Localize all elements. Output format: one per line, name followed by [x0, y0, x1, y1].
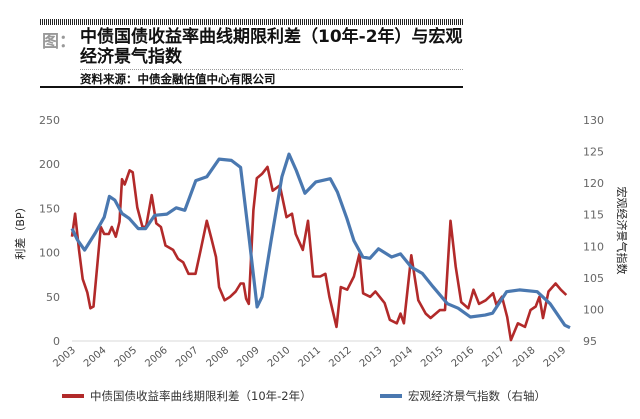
- y-axis-label: 利差（BP）: [13, 201, 27, 259]
- figure-label: 图：: [42, 32, 76, 52]
- header-rule: [40, 86, 463, 88]
- y2-tick-label: 115: [583, 209, 604, 222]
- x-tick-label: 2014: [388, 345, 415, 370]
- index-series-line: [70, 152, 571, 330]
- x-tick-label: 2008: [205, 345, 232, 370]
- y2-tick-label: 110: [583, 240, 604, 253]
- legend-label: 宏观经济景气指数（右轴）: [408, 389, 546, 403]
- y-tick-label: 250: [39, 114, 60, 127]
- x-tick-label: 2012: [327, 345, 354, 370]
- y2-tick-label: 130: [583, 114, 604, 127]
- spread-series-line: [70, 165, 568, 342]
- x-tick-label: 2011: [297, 345, 324, 370]
- x-tick-label: 2004: [82, 345, 109, 370]
- x-tick-label: 2013: [358, 345, 385, 370]
- x-tick-label: 2005: [113, 345, 140, 370]
- y2-tick-label: 120: [583, 177, 604, 190]
- y-tick-label: 200: [39, 158, 60, 171]
- x-tick-label: 2010: [266, 345, 293, 370]
- y-tick-label: 100: [39, 247, 60, 260]
- x-tick-label: 2016: [450, 345, 477, 370]
- source-note: 资料来源：中债金融估值中心有限公司: [80, 72, 276, 86]
- y2-axis-label: 宏观经济景气指数: [615, 187, 629, 275]
- legend-label: 中债国债收益率曲线期限利差（10年-2年）: [90, 389, 312, 403]
- x-tick-label: 2015: [419, 345, 446, 370]
- header-top-bar: [40, 19, 463, 25]
- x-tick-label: 2007: [174, 345, 201, 370]
- y-tick-label: 50: [46, 291, 60, 304]
- y-tick-label: 0: [53, 335, 60, 348]
- x-tick-label: 2006: [143, 345, 170, 370]
- x-tick-label: 2003: [51, 345, 78, 370]
- y2-tick-label: 95: [583, 335, 597, 348]
- y2-tick-label: 125: [583, 146, 604, 159]
- y2-tick-label: 105: [583, 272, 604, 285]
- chart-title: 中债国债收益率曲线期限利差（10年-2年）与宏观经济景气指数: [80, 27, 463, 67]
- divider: [80, 69, 463, 70]
- x-tick-label: 2019: [542, 345, 569, 370]
- x-tick-label: 2018: [511, 345, 538, 370]
- x-tick-label: 2017: [480, 345, 507, 370]
- x-tick-label: 2009: [235, 345, 262, 370]
- y-tick-label: 150: [39, 202, 60, 215]
- y2-tick-label: 100: [583, 303, 604, 316]
